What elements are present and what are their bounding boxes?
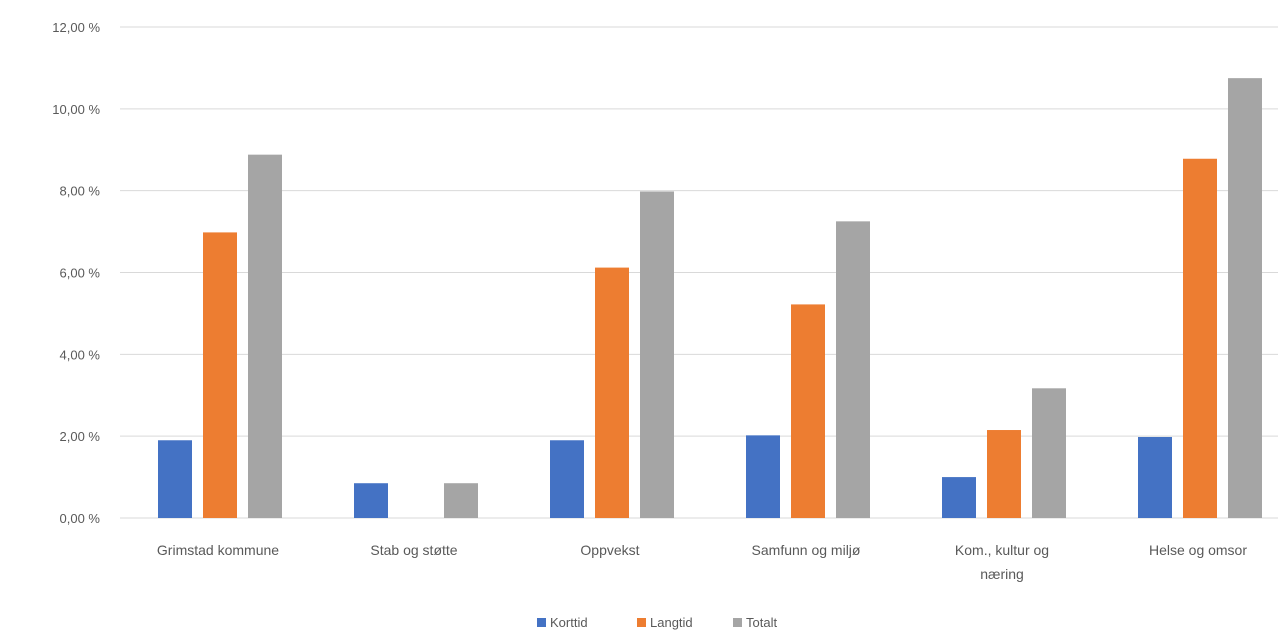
bar-totalt-4 xyxy=(1032,388,1066,518)
y-tick-label: 2,00 % xyxy=(60,429,101,444)
gridlines xyxy=(120,26,1278,519)
bar-korttid-4 xyxy=(942,477,976,518)
bar-korttid-5 xyxy=(1138,436,1172,518)
y-tick-label: 4,00 % xyxy=(60,347,101,362)
legend-label-totalt: Totalt xyxy=(746,615,777,630)
x-tick-label: Kom., kultur og xyxy=(955,542,1049,558)
x-tick-label: Helse og omsor xyxy=(1149,542,1247,558)
bar-langtid-5 xyxy=(1183,158,1217,519)
y-tick-label: 12,00 % xyxy=(52,20,100,35)
bars xyxy=(158,78,1262,519)
x-tick-label: Oppvekst xyxy=(580,542,639,558)
bar-korttid-1 xyxy=(354,483,388,518)
legend-swatch-totalt xyxy=(733,618,742,627)
y-tick-label: 6,00 % xyxy=(60,266,101,281)
legend: Korttid Langtid Totalt xyxy=(537,615,777,630)
bar-totalt-5 xyxy=(1228,78,1262,518)
x-tick-label: Samfunn og miljø xyxy=(752,542,861,558)
bar-korttid-3 xyxy=(746,435,780,518)
bar-langtid-0 xyxy=(203,232,237,518)
legend-swatch-langtid xyxy=(637,618,646,627)
y-tick-label: 10,00 % xyxy=(52,102,100,117)
x-tick-label: næring xyxy=(980,566,1024,582)
x-tick-label: Grimstad kommune xyxy=(157,542,279,558)
bar-korttid-2 xyxy=(550,440,584,518)
bar-totalt-1 xyxy=(444,483,478,518)
legend-label-langtid: Langtid xyxy=(650,615,693,630)
bar-langtid-3 xyxy=(791,304,825,518)
y-axis-ticks: 0,00 % 2,00 % 4,00 % 6,00 % 8,00 % 10,00 % 12,… xyxy=(52,20,100,526)
x-axis-ticks: Grimstad kommune Stab og støtte Oppvekst Sa… xyxy=(157,542,1247,582)
bar-langtid-2 xyxy=(595,267,629,518)
x-tick-label: Stab og støtte xyxy=(370,542,457,558)
bar-totalt-2 xyxy=(640,191,674,519)
y-tick-label: 0,00 % xyxy=(60,511,101,526)
bar-totalt-0 xyxy=(248,154,282,518)
legend-swatch-korttid xyxy=(537,618,546,627)
bar-korttid-0 xyxy=(158,440,192,518)
y-tick-label: 8,00 % xyxy=(60,184,101,199)
legend-label-korttid: Korttid xyxy=(550,615,588,630)
bar-langtid-4 xyxy=(987,430,1021,518)
bar-totalt-3 xyxy=(836,221,870,518)
